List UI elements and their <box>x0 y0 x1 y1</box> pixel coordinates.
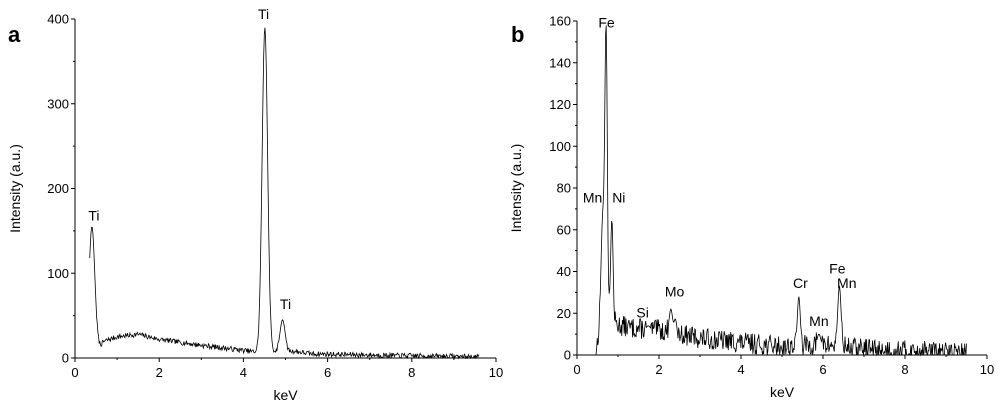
x-tick-label: 8 <box>408 365 415 380</box>
y-tick-label: 400 <box>47 12 69 27</box>
x-tick-label: 0 <box>71 365 78 380</box>
peak-annotation: Fe <box>598 14 615 30</box>
peak-annotation: Ni <box>612 190 625 206</box>
y-tick-label: 40 <box>557 264 571 279</box>
peak-annotation: Mn <box>583 190 602 206</box>
y-tick-label: 20 <box>557 306 571 321</box>
x-tick-label: 0 <box>573 362 580 377</box>
x-tick-label: 4 <box>240 365 247 380</box>
panel-b-spectrum: 0 20 40 60 80 100 120 140 160 0 2 4 6 8 10 keV Intensity… <box>508 14 994 401</box>
peak-annotation: Mn <box>809 313 828 329</box>
x-tick-label: 8 <box>901 362 908 377</box>
y-tick-label: 200 <box>47 181 69 196</box>
peak-annotation: Mo <box>665 284 685 300</box>
x-tick-label: 10 <box>489 365 503 380</box>
spectrum-line <box>595 25 967 357</box>
y-axis-label: Intensity (a.u.) <box>508 144 524 233</box>
y-tick-label: 60 <box>557 222 571 237</box>
x-axis-label: keV <box>273 387 298 403</box>
x-tick-label: 2 <box>156 365 163 380</box>
panel-a-spectrum: 0 100 200 300 400 0 2 4 6 8 10 keV Intensity (a.u.) a… <box>7 6 503 403</box>
x-tick-label: 10 <box>980 362 994 377</box>
y-tick-label: 100 <box>549 139 571 154</box>
peak-annotation: Mn <box>837 275 856 291</box>
y-tick-label: 0 <box>564 348 571 363</box>
y-axis-label: Intensity (a.u.) <box>7 144 23 233</box>
peak-annotation: Cr <box>793 275 808 291</box>
spectrum-line <box>89 27 480 360</box>
y-tick-label: 160 <box>549 14 571 29</box>
x-tick-label: 2 <box>655 362 662 377</box>
peak-annotation: Fe <box>829 261 846 277</box>
peak-annotation: Ti <box>88 208 99 224</box>
y-tick-label: 80 <box>557 181 571 196</box>
peak-annotation: Si <box>636 304 648 320</box>
y-tick-label: 0 <box>62 351 69 366</box>
y-tick-label: 120 <box>549 97 571 112</box>
x-tick-label: 4 <box>737 362 744 377</box>
y-tick-label: 140 <box>549 55 571 70</box>
peak-annotation: Ti <box>258 6 269 22</box>
panel-label: b <box>511 22 524 47</box>
x-tick-label: 6 <box>324 365 331 380</box>
y-tick-label: 100 <box>47 266 69 281</box>
peak-annotation: Ti <box>280 296 291 312</box>
x-axis-label: keV <box>770 384 795 400</box>
panel-label: a <box>8 22 21 47</box>
y-tick-label: 300 <box>47 96 69 111</box>
x-tick-label: 6 <box>819 362 826 377</box>
